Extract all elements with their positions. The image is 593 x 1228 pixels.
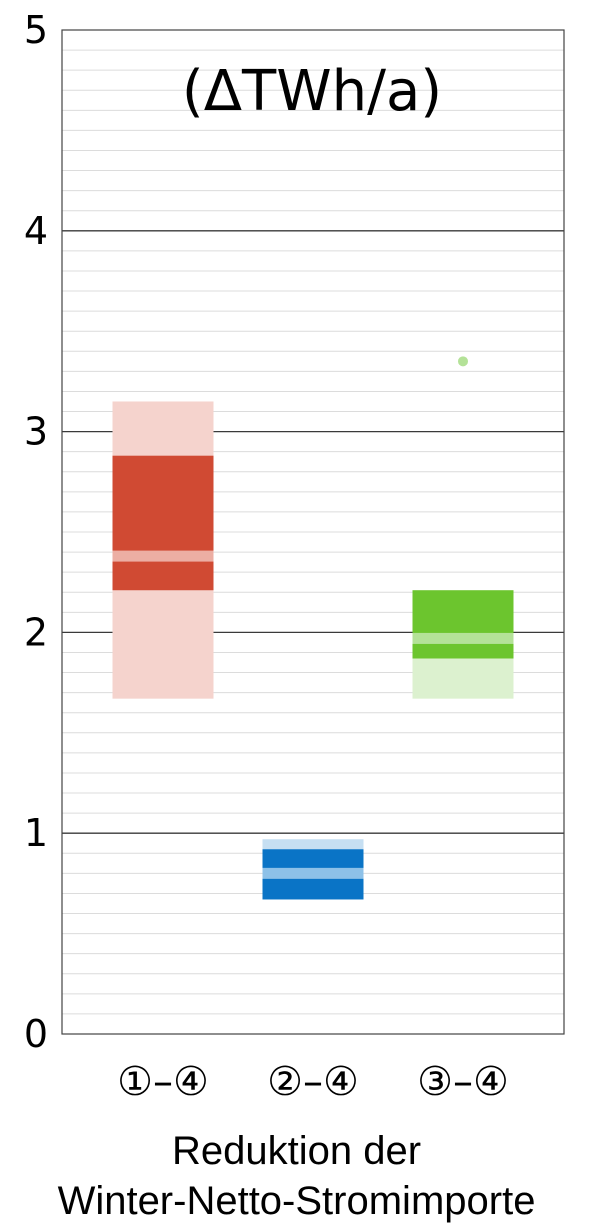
category-label: ③–④	[417, 1059, 509, 1105]
unit-title: (ΔTWh/a)	[182, 59, 442, 124]
bar-group	[112, 401, 214, 699]
y-tick-label: 5	[24, 8, 48, 52]
category-label: ②–④	[267, 1059, 359, 1105]
y-tick-label: 4	[24, 209, 48, 253]
plot-frame	[61, 29, 565, 1035]
y-tick-label: 3	[24, 410, 48, 454]
y-tick-labels: 0 1 2 3 4 5	[24, 8, 48, 1056]
interquartile-box	[112, 455, 214, 591]
x-axis-label-line-2: Winter-Netto-Stromimporte	[57, 1179, 536, 1223]
median-line	[262, 867, 364, 879]
category-labels: ①–④ ②–④ ③–④	[117, 1059, 509, 1105]
y-tick-label: 1	[24, 811, 48, 855]
interquartile-box	[412, 590, 514, 659]
category-label: ①–④	[117, 1059, 209, 1105]
x-axis-label-line-1: Reduktion der	[171, 1129, 422, 1173]
bar-group	[412, 356, 514, 699]
bars	[112, 356, 514, 900]
outlier-point	[458, 356, 468, 367]
bar-group	[262, 839, 364, 900]
median-line	[412, 632, 514, 644]
y-tick-label: 0	[24, 1012, 48, 1056]
median-line	[112, 550, 214, 562]
y-tick-label: 2	[24, 610, 48, 654]
